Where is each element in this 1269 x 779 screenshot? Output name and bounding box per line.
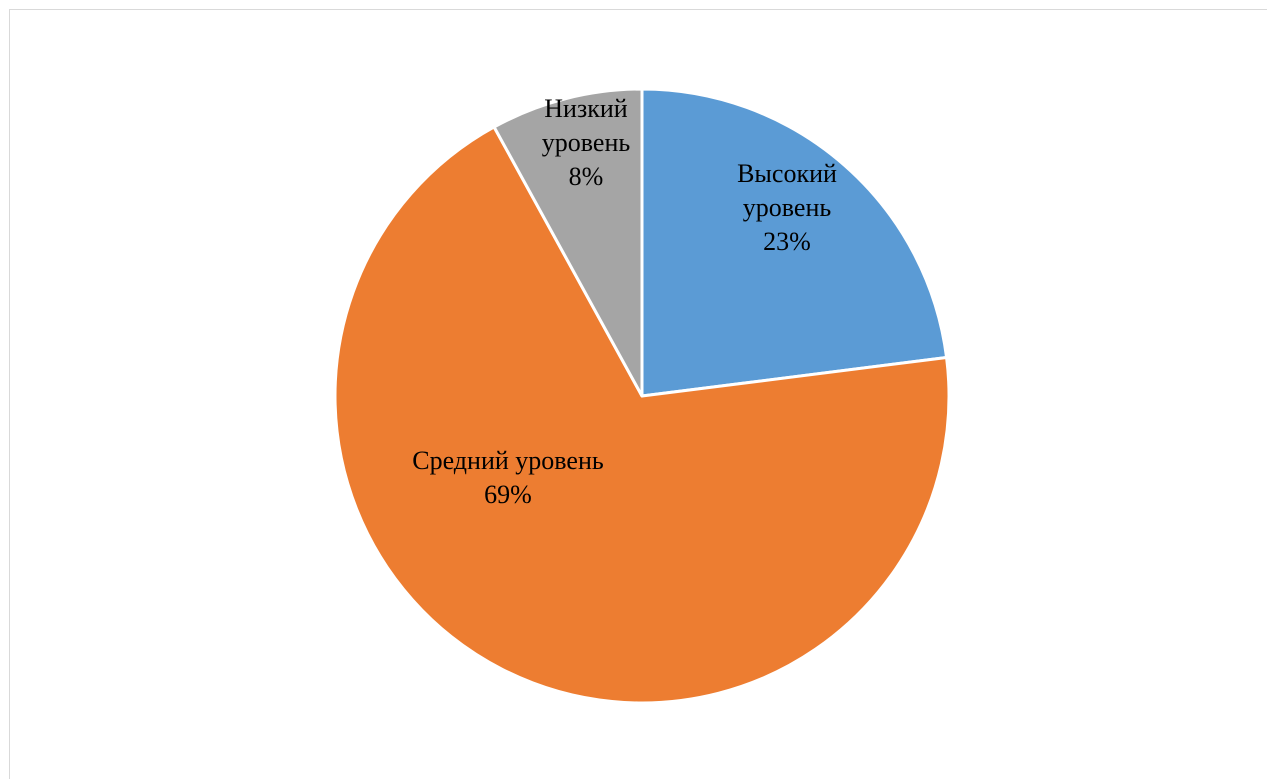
slice-label-line: 8% [569, 162, 604, 191]
slice-label-2: Низкий уровень 8% [542, 94, 631, 191]
slice-label-0: Высокий уровень 23% [737, 159, 837, 256]
slice-label-line: Низкий [544, 94, 628, 123]
slice-label-line: уровень [542, 128, 631, 157]
pie-slice-1 [333, 125, 951, 705]
pie-labels: Высокий уровень 23% Средний уровень 69% Низки… [412, 94, 837, 509]
slice-label-line: 69% [484, 480, 532, 509]
slice-label-line: Средний уровень [412, 446, 604, 475]
pie-slice-2 [492, 87, 644, 398]
slice-label-line: 23% [763, 227, 811, 256]
slice-label-1: Средний уровень 69% [412, 446, 604, 509]
slice-label-line: уровень [743, 193, 832, 222]
pie-slices [333, 87, 951, 705]
pie-slice-0 [640, 87, 949, 398]
slice-label-line: Высокий [737, 159, 837, 188]
